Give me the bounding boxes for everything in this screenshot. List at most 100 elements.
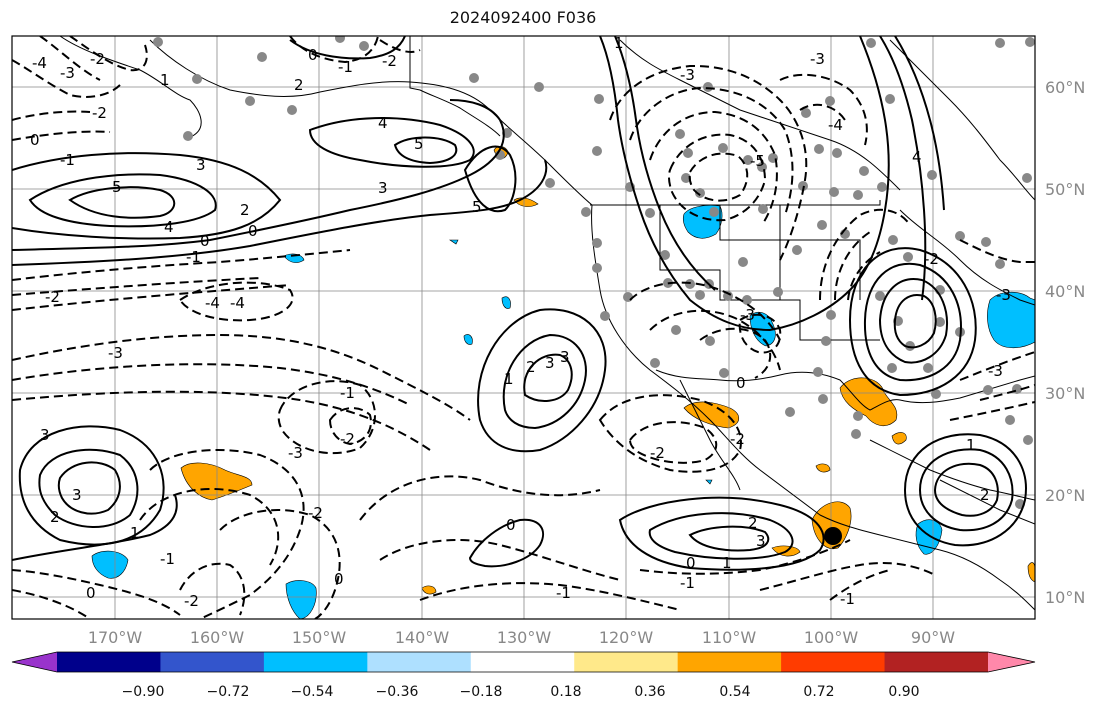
- contour-label: -4: [32, 54, 47, 72]
- longitude-label: 100°W: [804, 628, 859, 647]
- contour-labels: -4 -3 -2 0 -1 -2 1 5 4 3 2 0 -1 -2 -4 -3…: [30, 34, 1011, 610]
- colorbar-swatch: [160, 652, 265, 672]
- contour-label: 1: [130, 524, 140, 542]
- contour-label: 0: [334, 570, 344, 588]
- contour-label: -1: [338, 58, 353, 76]
- colorbar-swatches: [12, 652, 1035, 672]
- latitude-label: 60°N: [1045, 78, 1085, 97]
- contour-label: 1: [160, 71, 170, 89]
- latitude-label: 50°N: [1045, 180, 1085, 199]
- longitude-label: 90°W: [911, 628, 955, 647]
- longitude-label: 120°W: [599, 628, 654, 647]
- plot-frame: [11, 35, 1036, 620]
- latitude-label: 40°N: [1045, 282, 1085, 301]
- colorbar-ticks: −0.90 −0.72 −0.54 −0.36 −0.18 0.18 0.36 …: [122, 684, 920, 700]
- colorbar-tick-label: 0.90: [888, 684, 919, 700]
- contour-label: 3: [40, 426, 50, 444]
- colorbar-swatch: [12, 652, 57, 672]
- contour-label: 4: [164, 218, 174, 236]
- contour-label: 1: [722, 554, 732, 572]
- contour-label: -3: [740, 306, 755, 324]
- colorbar-tick-label: 0.72: [803, 684, 834, 700]
- contour-label: 2: [526, 358, 536, 376]
- longitude-label: 160°W: [190, 628, 245, 647]
- coastlines: [12, 36, 1035, 611]
- contour-label: -2: [650, 444, 665, 462]
- contour-label: 3: [378, 179, 388, 197]
- colorbar-outline: [11, 651, 1036, 673]
- plot-area: [12, 36, 1035, 619]
- contour-label: 5: [112, 178, 122, 196]
- contour-label: 5: [414, 135, 424, 153]
- colorbar-swatch: [263, 652, 368, 672]
- contour-label: -2: [730, 430, 745, 448]
- contour-label: -2: [382, 52, 397, 70]
- contour-label: -2: [92, 104, 107, 122]
- positive-contours: [12, 36, 1027, 571]
- contour-label: -2: [924, 250, 939, 268]
- longitude-label: 150°W: [292, 628, 347, 647]
- contour-label: -3: [996, 286, 1011, 304]
- contour-label: -3: [680, 66, 695, 84]
- colorbar-swatch: [677, 652, 782, 672]
- map-title: 2024092400 F036: [449, 8, 597, 27]
- contour-label: 3: [560, 348, 570, 366]
- contour-label: 0: [686, 554, 696, 572]
- colorbar-tick-label: 0.54: [719, 684, 750, 700]
- contour-label: -2: [308, 504, 323, 522]
- contour-label: -4: [230, 294, 245, 312]
- colorbar-swatch: [470, 652, 575, 672]
- longitude-label: 170°W: [88, 628, 143, 647]
- colorbar-tick-label: −0.18: [460, 684, 503, 700]
- contour-label: 0: [248, 222, 258, 240]
- contour-label: -4: [205, 294, 220, 312]
- contour-label: 0: [30, 131, 40, 149]
- contour-label: 4: [378, 114, 388, 132]
- highlight-marker: [824, 527, 842, 545]
- contour-label: 1: [614, 34, 624, 52]
- contour-label: 3: [756, 532, 766, 550]
- contour-label: -3: [988, 362, 1003, 380]
- colorbar: −0.90 −0.72 −0.54 −0.36 −0.18 0.18 0.36 …: [11, 651, 1036, 700]
- contour-label: -1: [556, 584, 571, 602]
- longitude-label: 140°W: [395, 628, 450, 647]
- contour-label: 4: [912, 148, 922, 166]
- contour-label: -5: [750, 152, 765, 170]
- contour-label: -2: [340, 430, 355, 448]
- contour-label: -3: [288, 444, 303, 462]
- contour-label: 3: [545, 354, 555, 372]
- colorbar-tick-label: −0.36: [376, 684, 419, 700]
- colorbar-tick-label: −0.72: [207, 684, 250, 700]
- graticule: [12, 36, 1035, 619]
- station-markers: [153, 36, 1035, 509]
- contour-label: 3: [72, 486, 82, 504]
- contour-label: 0: [200, 232, 210, 250]
- contour-label: -2: [90, 50, 105, 68]
- longitude-label: 130°W: [497, 628, 552, 647]
- latitude-label: 10°N: [1045, 588, 1085, 607]
- contour-label: 0: [308, 46, 318, 64]
- contour-label: 2: [50, 508, 60, 526]
- colorbar-swatch: [57, 652, 161, 672]
- contour-label: 2: [748, 514, 758, 532]
- latitude-label: 20°N: [1045, 486, 1085, 505]
- contour-label: 0: [506, 516, 516, 534]
- latitude-axis: 60°N 50°N 40°N 30°N 20°N 10°N: [1045, 78, 1085, 607]
- colorbar-tick-label: 0.36: [634, 684, 665, 700]
- colorbar-tick-label: −0.90: [122, 684, 165, 700]
- colorbar-swatch: [884, 652, 989, 672]
- contour-label: 1: [966, 436, 976, 454]
- contour-label: -4: [828, 116, 843, 134]
- colorbar-swatch: [367, 652, 472, 672]
- latitude-label: 30°N: [1045, 384, 1085, 403]
- colorbar-swatch: [781, 652, 886, 672]
- contour-label: 2: [294, 76, 304, 94]
- contour-label: 2: [980, 486, 990, 504]
- colorbar-tick-label: 0.18: [550, 684, 581, 700]
- contour-label: 2: [240, 201, 250, 219]
- colorbar-tick-label: −0.54: [291, 684, 334, 700]
- contour-label: -2: [45, 288, 60, 306]
- contour-label: 0: [736, 374, 746, 392]
- longitude-axis: 170°W 160°W 150°W 140°W 130°W 120°W 110°…: [88, 628, 955, 647]
